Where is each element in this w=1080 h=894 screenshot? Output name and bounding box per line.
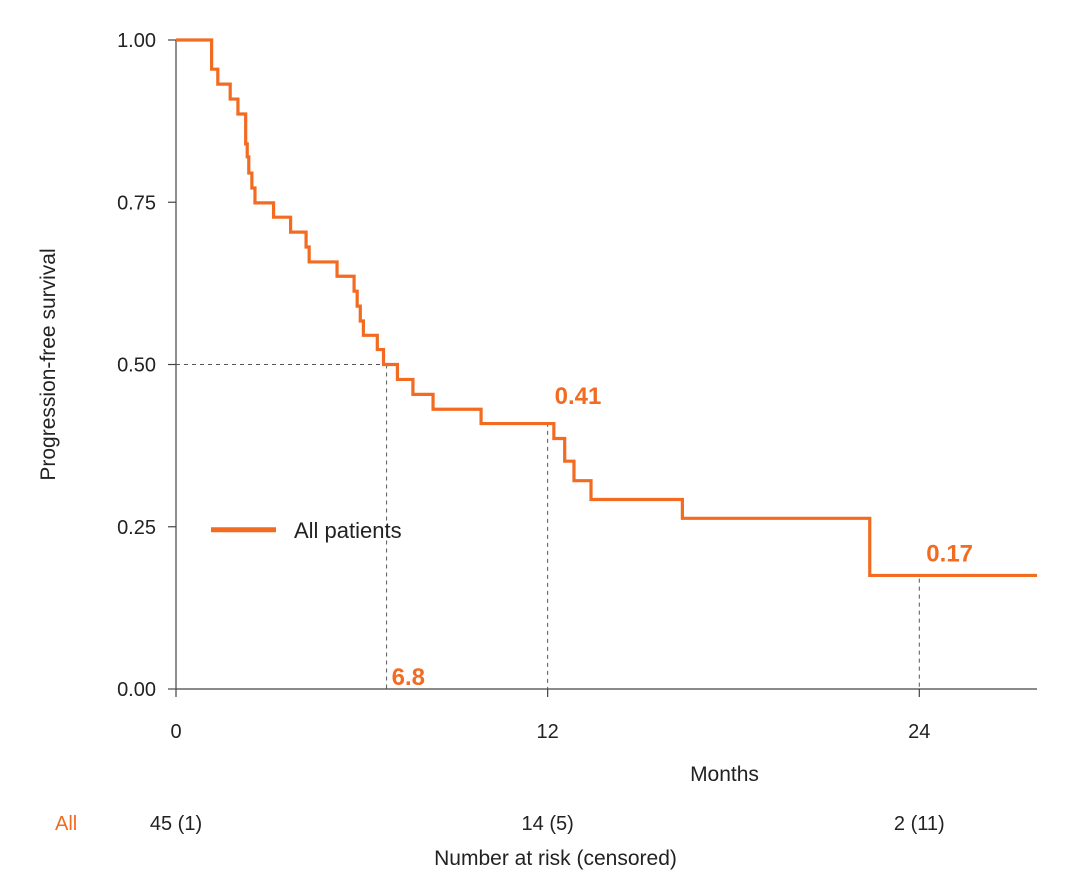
y-tick-label-0: 0.00: [117, 679, 156, 701]
legend: All patients: [211, 518, 402, 543]
y-tick-label-1: 0.25: [117, 517, 156, 539]
risk-value-1: 14 (5): [522, 813, 574, 835]
risk-table: All 45 (1) 14 (5) 2 (11) Number at risk (cen…: [55, 813, 945, 870]
axes: 0.00 0.25 0.50 0.75 1.00 0 12 24 Months Progressi…: [37, 30, 1037, 786]
risk-table-title: Number at risk (censored): [434, 847, 677, 870]
x-tick-label-1: 12: [537, 721, 559, 743]
x-tick-label-0: 0: [170, 721, 181, 743]
y-tick-label-4: 1.00: [117, 30, 156, 52]
y-axis-title: Progression-free survival: [37, 248, 60, 480]
risk-value-2: 2 (11): [894, 813, 945, 835]
y-tick-label-3: 0.75: [117, 192, 156, 214]
x-tick-label-2: 24: [908, 721, 930, 743]
annotation-0: 6.8: [392, 664, 425, 691]
reference-lines: [176, 364, 920, 689]
risk-value-0: 45 (1): [150, 813, 202, 835]
risk-row-label: All: [55, 813, 77, 835]
y-tick-label-2: 0.50: [117, 355, 156, 377]
annotations: 6.8 0.41 0.17: [392, 383, 973, 691]
curve-all-patients: [176, 38, 1037, 578]
x-axis-title: Months: [690, 763, 759, 786]
legend-label: All patients: [294, 518, 402, 543]
annotation-2: 0.17: [926, 541, 973, 568]
survival-curves: [176, 38, 1037, 578]
annotation-1: 0.41: [555, 383, 602, 410]
